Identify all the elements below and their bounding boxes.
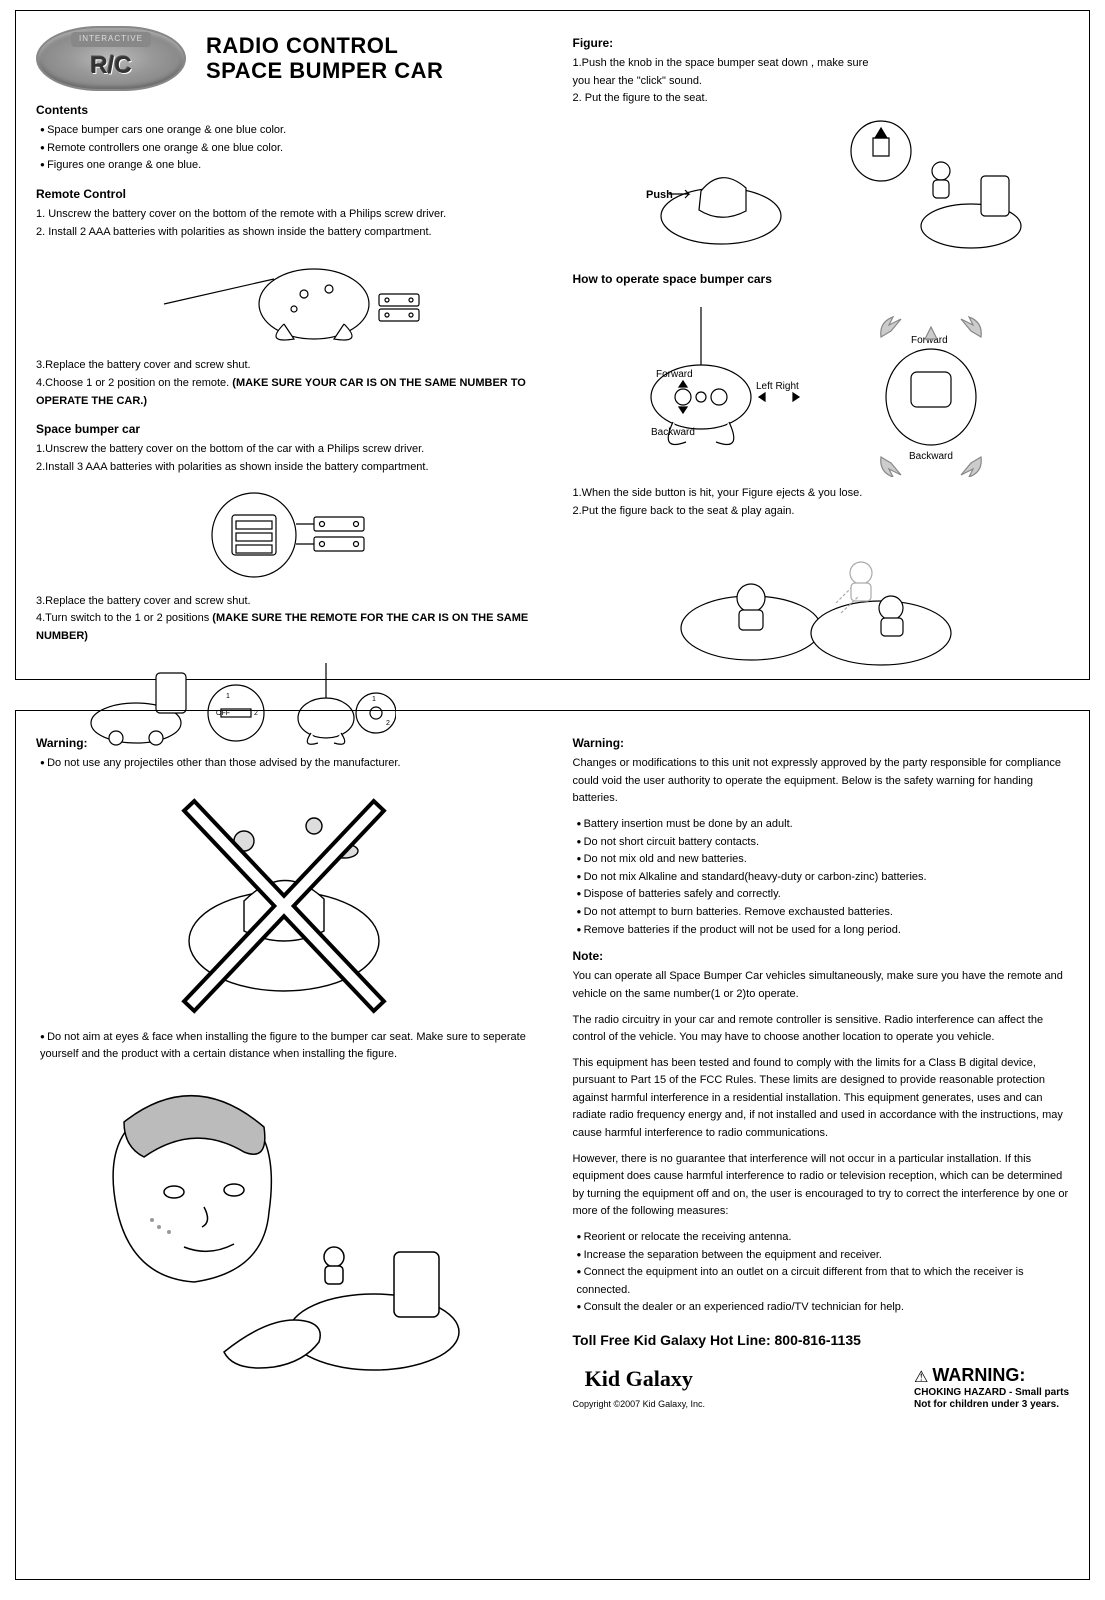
svg-text:Left Right: Left Right [756,381,799,392]
brand-block: Kid Galaxy Copyright ©2007 Kid Galaxy, I… [573,1361,706,1411]
warning-item: Dispose of batteries safely and correctl… [577,886,1070,904]
warning-intro: Changes or modifications to this unit no… [573,755,1070,808]
battery-warning-list: Battery insertion must be done by an adu… [573,816,1070,939]
contents-list: Space bumper cars one orange & one blue … [36,122,533,175]
note-p2: The radio circuitry in your car and remo… [573,1012,1070,1047]
remote-steps-a: 1. Unscrew the battery cover on the bott… [36,206,533,241]
page-2: Warning: Do not use any projectiles othe… [15,710,1090,1580]
page2-left-col: Warning: Do not use any projectiles othe… [36,726,533,1559]
step: 2.Install 3 AAA batteries with polaritie… [36,459,533,477]
warning-heading-left: Warning: [36,734,533,753]
warning-item: Do not short circuit battery contacts. [577,834,1070,852]
collision-diagram [573,528,1070,678]
header-row: INTERACTIVE R/C RADIO CONTROL SPACE BUMP… [36,26,533,91]
car-steps-a: 1.Unscrew the battery cover on the botto… [36,441,533,476]
step: 2. Install 2 AAA batteries with polariti… [36,224,533,242]
contents-item: Remote controllers one orange & one blue… [40,140,533,158]
svg-text:1: 1 [226,693,230,700]
doc-title: RADIO CONTROL SPACE BUMPER CAR [206,34,443,82]
remote-diagram [36,249,533,349]
step: 1.Unscrew the battery cover on the botto… [36,441,533,459]
step: 1.Push the knob in the space bumper seat… [573,55,1070,73]
push-label: Push [646,189,673,201]
svg-text:Backward: Backward [909,451,953,462]
note-p4: However, there is no guarantee that inte… [573,1151,1070,1221]
page1-right-col: Figure: 1.Push the knob in the space bum… [573,26,1070,659]
logo-main-text: R/C [90,47,131,85]
brand-name: Kid Galaxy [573,1361,706,1396]
note-p1: You can operate all Space Bumper Car veh… [573,968,1070,1003]
step: 2.Put the figure back to the seat & play… [573,503,1070,521]
step: 3.Replace the battery cover and screw sh… [36,357,533,375]
no-projectile-diagram [36,781,533,1021]
page1-left-col: INTERACTIVE R/C RADIO CONTROL SPACE BUMP… [36,26,533,659]
warning-item: Do not mix old and new batteries. [577,851,1070,869]
warning-list-left-2: Do not aim at eyes & face when installin… [36,1029,533,1064]
warning-item: Do not aim at eyes & face when installin… [40,1029,533,1064]
step: 4.Turn switch to the 1 or 2 positions (M… [36,610,533,645]
note-heading: Note: [573,947,1070,966]
copyright: Copyright ©2007 Kid Galaxy, Inc. [573,1397,706,1411]
page-1: INTERACTIVE R/C RADIO CONTROL SPACE BUMP… [15,10,1090,680]
contents-heading: Contents [36,101,533,120]
remote-heading: Remote Control [36,185,533,204]
figure-steps: 1.Push the knob in the space bumper seat… [573,55,1070,108]
hotline: Toll Free Kid Galaxy Hot Line: 800-816-1… [573,1329,1070,1351]
car-steps-b: 3.Replace the battery cover and screw sh… [36,593,533,646]
figure-install-diagram: Push [573,116,1070,256]
step: 2. Put the figure to the seat. [573,90,1070,108]
operate-heading: How to operate space bumper cars [573,270,1070,289]
warning-item: Do not attempt to burn batteries. Remove… [577,904,1070,922]
step: you hear the "click" sound. [573,73,1070,91]
remote-steps-b: 3.Replace the battery cover and screw sh… [36,357,533,410]
measure-item: Consult the dealer or an experienced rad… [577,1299,1070,1317]
hazard-warning-box: ⚠WARNING: CHOKING HAZARD - Small parts N… [914,1365,1069,1411]
hazard-age: Not for children under 3 years. [914,1399,1069,1411]
hazard-line: CHOKING HAZARD - Small parts [914,1387,1069,1399]
warning-item: Battery insertion must be done by an adu… [577,816,1070,834]
step: 3.Replace the battery cover and screw sh… [36,593,533,611]
step: 4.Choose 1 or 2 position on the remote. … [36,375,533,410]
warning-list-left: Do not use any projectiles other than th… [36,755,533,773]
contents-item: Space bumper cars one orange & one blue … [40,122,533,140]
measure-item: Connect the equipment into an outlet on … [577,1264,1070,1299]
note-p3: This equipment has been tested and found… [573,1055,1070,1143]
warning-triangle-icon: ⚠ [914,1368,928,1387]
car-heading: Space bumper car [36,420,533,439]
svg-text:Backward: Backward [651,427,695,438]
hazard-title: ⚠WARNING: [914,1365,1069,1387]
step: 1. Unscrew the battery cover on the bott… [36,206,533,224]
face-distance-diagram [36,1072,533,1392]
operate-notes: 1.When the side button is hit, your Figu… [573,485,1070,520]
contents-item: Figures one orange & one blue. [40,157,533,175]
page1-columns: INTERACTIVE R/C RADIO CONTROL SPACE BUMP… [36,26,1069,659]
figure-heading: Figure: [573,34,1070,53]
warning-item: Do not use any projectiles other than th… [40,755,533,773]
car-bottom-diagram [36,485,533,585]
measure-item: Increase the separation between the equi… [577,1247,1070,1265]
page2-columns: Warning: Do not use any projectiles othe… [36,726,1069,1559]
step: 1.When the side button is hit, your Figu… [573,485,1070,503]
brand-logo: INTERACTIVE R/C [36,26,186,91]
measure-item: Reorient or relocate the receiving anten… [577,1229,1070,1247]
operate-diagram: Forward Backward Left Right Forward Back… [573,297,1070,477]
warning-item: Do not mix Alkaline and standard(heavy-d… [577,869,1070,887]
measures-list: Reorient or relocate the receiving anten… [573,1229,1070,1317]
warning-item: Remove batteries if the product will not… [577,922,1070,940]
logo-top-text: INTERACTIVE [71,32,151,47]
footer-row: Kid Galaxy Copyright ©2007 Kid Galaxy, I… [573,1361,1070,1411]
svg-text:Forward: Forward [656,369,693,380]
page2-right-col: Warning: Changes or modifications to thi… [573,726,1070,1559]
warning-heading-right: Warning: [573,734,1070,753]
svg-text:1: 1 [372,696,376,703]
